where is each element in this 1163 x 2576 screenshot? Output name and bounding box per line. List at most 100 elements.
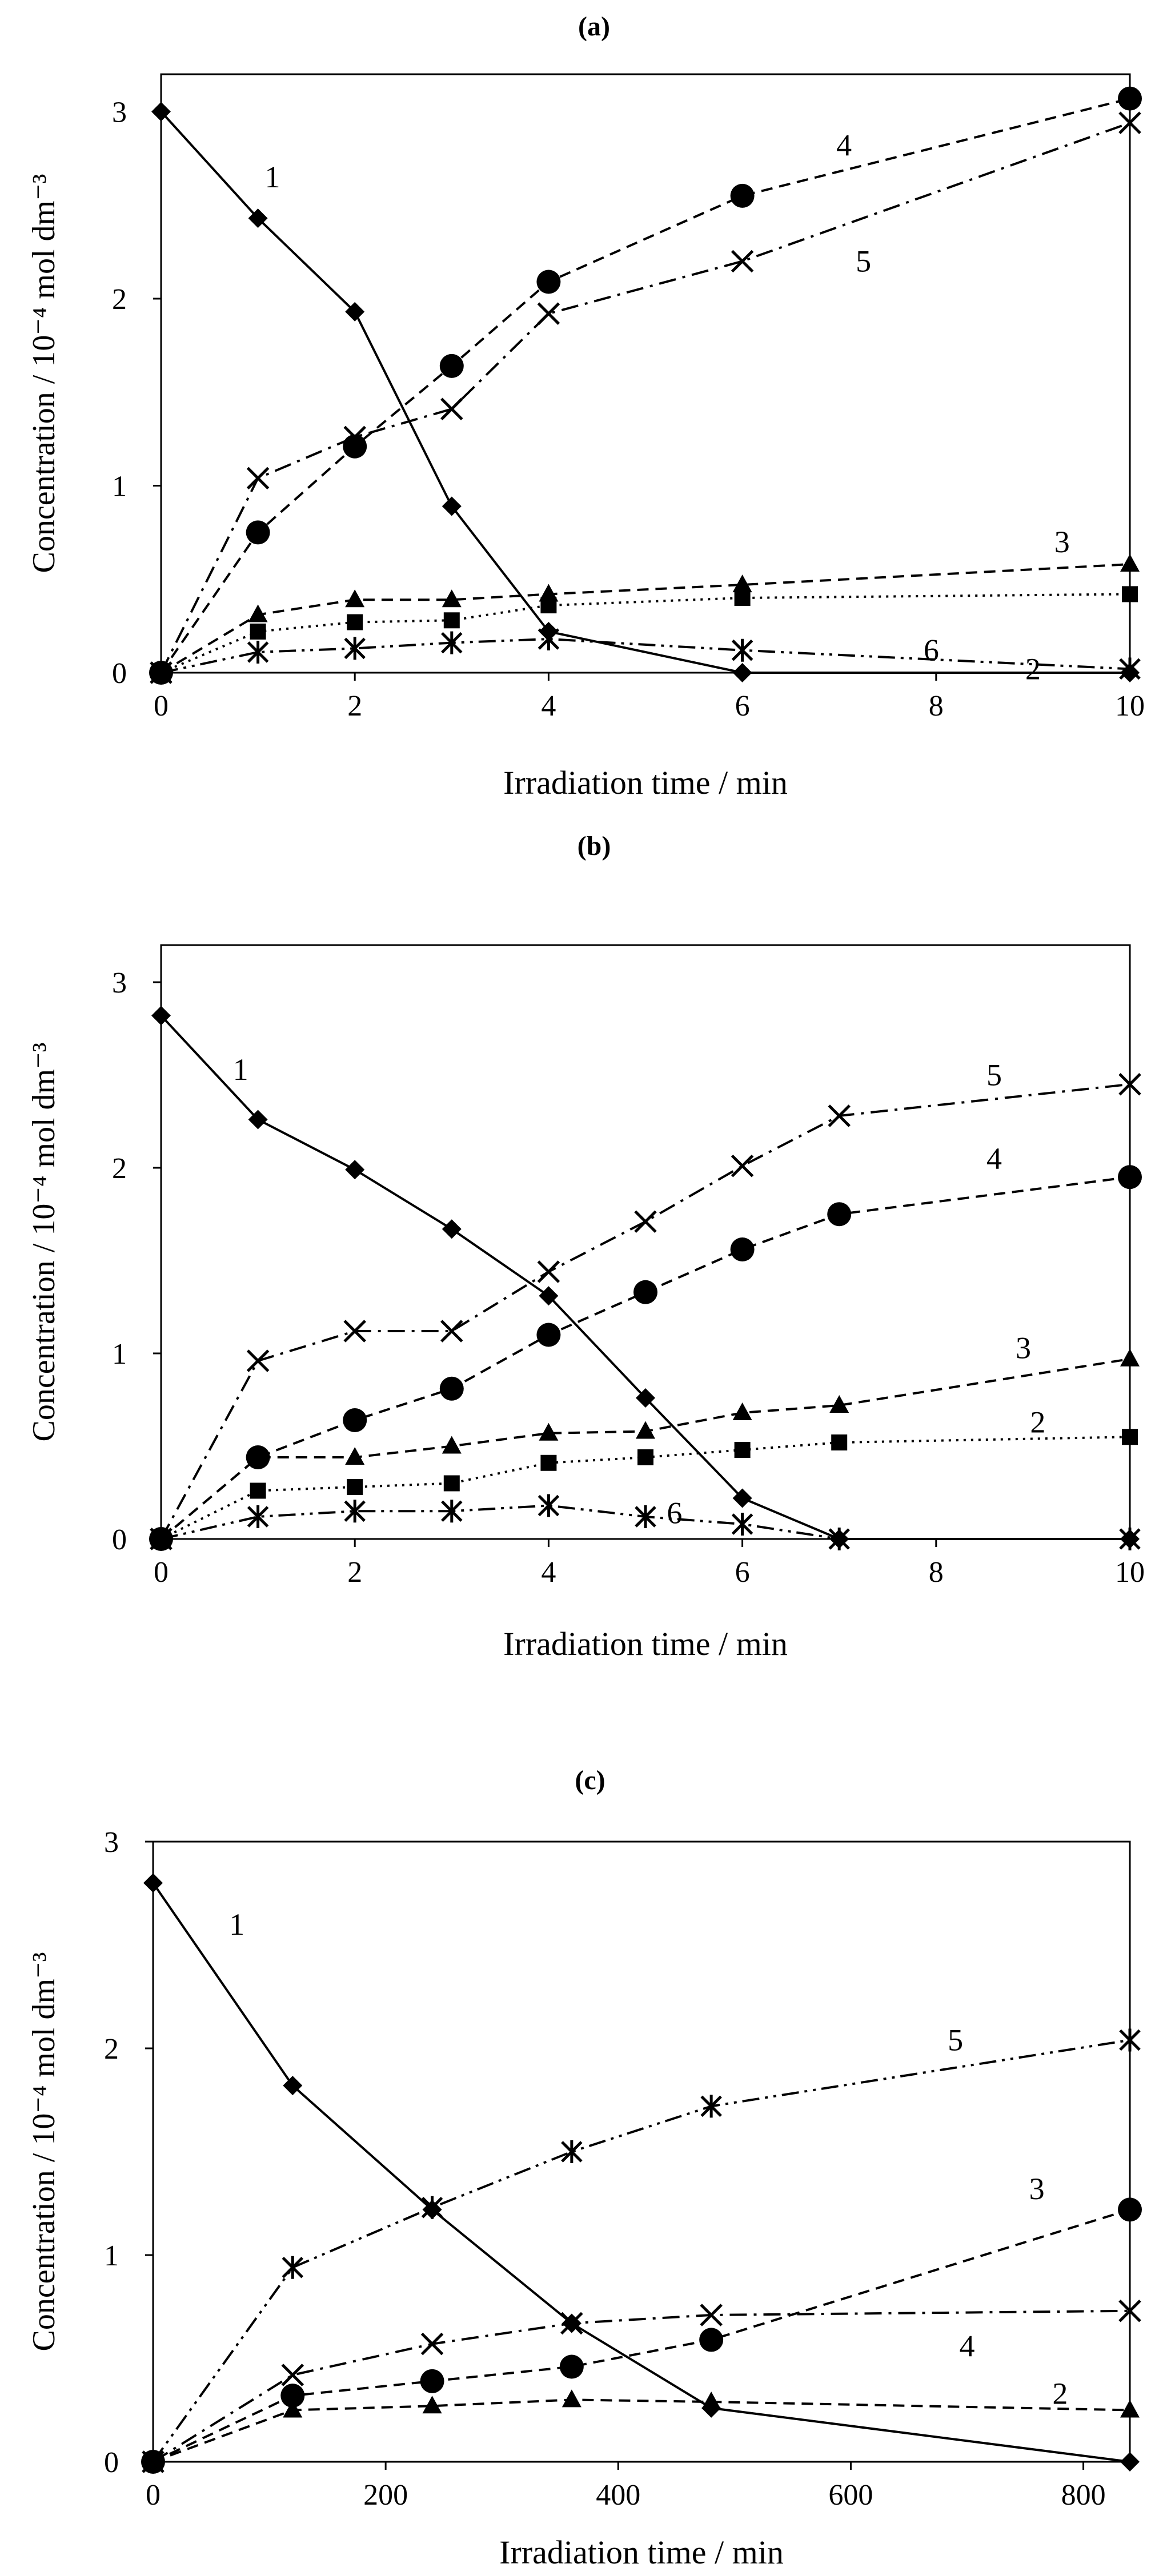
panel-label: (c) xyxy=(575,1765,605,1795)
series-2 xyxy=(153,1429,1138,1547)
data-point-series-4 xyxy=(536,1323,561,1347)
curve-label: 3 xyxy=(1054,525,1070,559)
data-point-series-6 xyxy=(247,1505,269,1528)
data-point-series-6 xyxy=(828,1528,850,1550)
curve-label: 2 xyxy=(1052,2377,1068,2411)
data-point-series-3 xyxy=(559,2354,584,2379)
series-1 xyxy=(143,1873,1140,2471)
data-point-series-2 xyxy=(540,1454,557,1471)
series-line-2 xyxy=(161,593,1130,674)
data-point-series-2 xyxy=(1122,586,1138,602)
series-1 xyxy=(151,102,1140,682)
data-point-series-4 xyxy=(1118,2299,1141,2322)
data-point-series-4 xyxy=(1118,1165,1142,1189)
curve-label: 1 xyxy=(265,160,280,194)
data-point-series-6 xyxy=(538,628,560,651)
data-point-series-6 xyxy=(247,640,269,664)
series-line-6 xyxy=(161,638,1130,674)
data-point-series-3 xyxy=(1120,554,1140,572)
data-point-series-2 xyxy=(831,1434,848,1450)
x-axis-label: Irradiation time / min xyxy=(503,1625,788,1662)
data-point-series-1 xyxy=(248,208,268,228)
x-tick-label: 0 xyxy=(154,690,169,722)
curve-label: 5 xyxy=(948,2023,963,2057)
curve-label: 6 xyxy=(924,633,939,668)
curve-label: 3 xyxy=(1029,2172,1045,2206)
plot-frame xyxy=(160,73,1131,674)
data-point-series-3 xyxy=(829,1395,849,1413)
x-tick-label: 2 xyxy=(347,1556,362,1589)
data-point-series-4 xyxy=(560,2312,583,2335)
data-point-series-3 xyxy=(280,2384,305,2408)
data-point-series-1 xyxy=(636,1388,655,1408)
x-tick-label: 400 xyxy=(596,2479,640,2511)
data-point-series-1 xyxy=(732,663,752,682)
series-line-6 xyxy=(161,1504,1130,1540)
series-2 xyxy=(153,586,1138,681)
series-5 xyxy=(150,111,1141,684)
data-point-series-1 xyxy=(345,1160,365,1180)
data-point-series-5 xyxy=(700,2095,722,2118)
y-tick-label: 1 xyxy=(112,1338,127,1371)
curve-label: 4 xyxy=(960,2329,975,2363)
x-tick-label: 8 xyxy=(929,1556,944,1589)
series-line-2 xyxy=(153,2398,1130,2463)
series-line-3 xyxy=(160,1357,1130,1540)
data-point-series-5 xyxy=(421,2196,443,2219)
data-point-series-5 xyxy=(142,2450,164,2473)
data-point-series-6 xyxy=(441,631,463,654)
data-point-series-1 xyxy=(248,1110,268,1130)
data-point-series-3 xyxy=(1118,2197,1142,2222)
series-5 xyxy=(150,1072,1141,1550)
data-point-series-2 xyxy=(443,1475,460,1492)
data-point-series-5 xyxy=(731,1154,754,1178)
data-point-series-3 xyxy=(442,589,462,608)
x-tick-label: 4 xyxy=(541,690,556,722)
x-tick-label: 0 xyxy=(146,2479,161,2511)
data-point-series-4 xyxy=(730,183,755,208)
data-point-series-4 xyxy=(1118,86,1142,111)
y-tick-label: 0 xyxy=(112,657,127,690)
data-point-series-4 xyxy=(246,520,270,545)
data-point-series-4 xyxy=(633,1280,657,1304)
series-3 xyxy=(141,2197,1142,2474)
series-6 xyxy=(150,1494,1141,1550)
series-5 xyxy=(142,2028,1141,2473)
data-point-series-2 xyxy=(562,2389,582,2408)
x-axis-label: Irradiation time / min xyxy=(503,764,788,801)
data-point-series-5 xyxy=(343,1320,366,1343)
data-point-series-2 xyxy=(443,612,460,629)
panel-b: (b) 0 2 4 6 8 10 0 1 2 3 Irradiation time / min Conc… xyxy=(26,831,1145,1662)
data-point-series-4 xyxy=(827,1202,852,1227)
data-point-series-2 xyxy=(347,614,363,630)
data-point-series-5 xyxy=(561,2140,583,2163)
data-point-series-4 xyxy=(700,2304,723,2326)
data-point-series-3 xyxy=(732,1402,752,1420)
y-tick-label: 2 xyxy=(104,2033,119,2065)
curve-label: 4 xyxy=(986,1142,1002,1176)
series-line-5 xyxy=(160,1083,1130,1540)
data-point-series-5 xyxy=(731,250,754,273)
data-point-series-2 xyxy=(250,623,266,640)
x-tick-label: 0 xyxy=(154,1556,169,1589)
series-6 xyxy=(150,628,1141,684)
y-axis-label: Concentration / 10⁻⁴ mol dm⁻³ xyxy=(26,174,62,573)
curve-label: 2 xyxy=(1030,1405,1045,1439)
curve-label: 4 xyxy=(836,128,852,162)
data-point-series-5 xyxy=(537,1260,560,1283)
data-point-series-5 xyxy=(828,1104,851,1127)
x-tick-label: 200 xyxy=(363,2479,408,2511)
x-tick-label: 10 xyxy=(1115,690,1145,722)
data-point-series-5 xyxy=(246,467,270,490)
data-point-series-2 xyxy=(250,1482,266,1499)
data-point-series-1 xyxy=(442,496,462,516)
data-point-series-6 xyxy=(441,1500,463,1523)
data-point-series-3 xyxy=(420,2369,444,2393)
series-line-1 xyxy=(152,1882,1130,2463)
panel-label: (b) xyxy=(578,831,611,861)
y-tick-label: 1 xyxy=(104,2240,119,2272)
panel-a: (a) 0 2 4 6 8 10 0 1 2 3 Irradiation time / min Conc… xyxy=(26,11,1145,801)
data-point-series-5 xyxy=(537,302,560,325)
data-point-series-2 xyxy=(347,1479,363,1495)
